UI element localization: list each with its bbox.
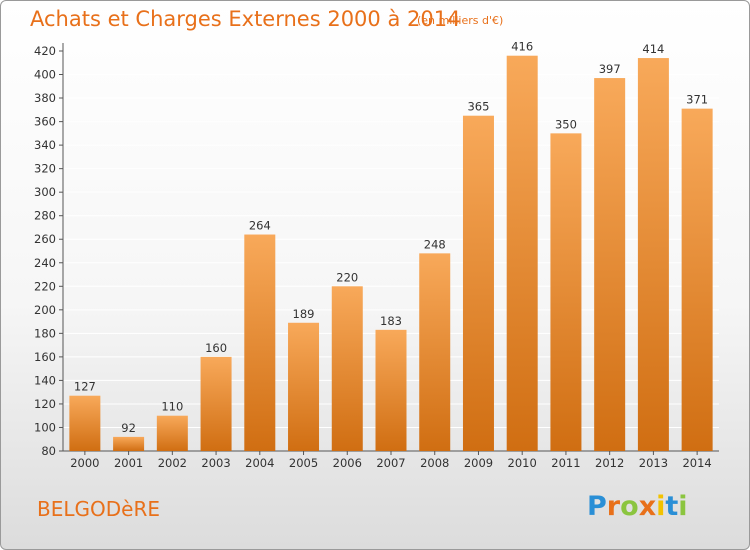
y-tick-label: 240 xyxy=(34,256,56,270)
x-tick-label-2005: 2005 xyxy=(289,456,318,470)
data-label-2001: 92 xyxy=(121,421,136,435)
y-tick-label: 280 xyxy=(34,209,56,223)
data-label-2000: 127 xyxy=(74,380,96,394)
x-tick-label-2010: 2010 xyxy=(508,456,537,470)
y-tick-label: 160 xyxy=(34,350,56,364)
x-tick-label-2006: 2006 xyxy=(333,456,362,470)
data-label-2004: 264 xyxy=(249,219,271,233)
logo-letter: P xyxy=(587,491,607,522)
x-tick-label-2012: 2012 xyxy=(595,456,624,470)
bar-2010 xyxy=(506,55,538,452)
x-tick-label-2008: 2008 xyxy=(420,456,449,470)
x-tick-label-2013: 2013 xyxy=(639,456,668,470)
x-tick-label-2003: 2003 xyxy=(201,456,230,470)
proxiti-logo: Proxiti xyxy=(587,491,688,522)
x-tick-label-2011: 2011 xyxy=(551,456,580,470)
logo-letter: i xyxy=(656,491,666,522)
bar-2014 xyxy=(681,108,713,451)
data-label-2010: 416 xyxy=(511,40,533,54)
bar-2004 xyxy=(244,234,276,451)
bar-2009 xyxy=(462,115,494,452)
logo-letter: r xyxy=(606,491,621,522)
bars xyxy=(69,55,713,452)
y-tick-label: 320 xyxy=(34,162,56,176)
y-tick-label: 180 xyxy=(34,326,56,340)
x-tick-label-2001: 2001 xyxy=(114,456,143,470)
x-tick-label-2007: 2007 xyxy=(376,456,405,470)
y-tick-label: 260 xyxy=(34,232,56,246)
bar-2003 xyxy=(200,356,232,451)
logo-letter: x xyxy=(638,491,657,522)
bar-2001 xyxy=(113,436,145,451)
data-label-2003: 160 xyxy=(205,341,227,355)
data-label-2008: 248 xyxy=(424,237,446,251)
data-label-2011: 350 xyxy=(555,117,577,131)
data-label-2002: 110 xyxy=(161,400,183,414)
x-tick-label-2009: 2009 xyxy=(464,456,493,470)
data-label-2007: 183 xyxy=(380,314,402,328)
bar-2006 xyxy=(331,286,363,451)
logo-letter: o xyxy=(620,491,639,522)
chart-title: Achats et Charges Externes 2000 à 2014 xyxy=(30,7,461,31)
data-label-2006: 220 xyxy=(336,270,358,284)
y-tick-label: 360 xyxy=(34,115,56,129)
y-tick-label: 300 xyxy=(34,185,56,199)
x-tick-label-2002: 2002 xyxy=(158,456,187,470)
y-tick-label: 400 xyxy=(34,68,56,82)
data-label-2009: 365 xyxy=(467,100,489,114)
commune-name: BELGODèRE xyxy=(37,497,160,521)
bar-2007 xyxy=(375,329,407,451)
y-tick-label: 340 xyxy=(34,138,56,152)
bar-2000 xyxy=(69,395,101,451)
y-tick-label: 380 xyxy=(34,91,56,105)
logo-letter: t xyxy=(665,491,679,522)
data-label-2005: 189 xyxy=(293,307,315,321)
y-tick-label: 140 xyxy=(34,373,56,387)
x-tick-label-2014: 2014 xyxy=(682,456,711,470)
data-label-2013: 414 xyxy=(642,42,664,56)
chart-subtitle: (en milliers d'€) xyxy=(417,14,504,27)
bar-2012 xyxy=(594,78,626,451)
data-label-2014: 371 xyxy=(686,93,708,107)
bar-2013 xyxy=(637,58,669,451)
labels: 80 100 120 140 160 180 200 220 240 260 280 300 320 34… xyxy=(34,40,712,470)
x-tick-label-2000: 2000 xyxy=(70,456,99,470)
x-tick-label-2004: 2004 xyxy=(245,456,274,470)
y-tick-label: 80 xyxy=(41,444,56,458)
bar-2005 xyxy=(288,322,320,451)
bar-2011 xyxy=(550,133,582,451)
y-tick-label: 420 xyxy=(34,44,56,58)
data-label-2012: 397 xyxy=(599,62,621,76)
y-tick-label: 200 xyxy=(34,303,56,317)
y-tick-label: 120 xyxy=(34,397,56,411)
logo-letter: i xyxy=(678,491,688,522)
y-tick-label: 220 xyxy=(34,279,56,293)
bar-2002 xyxy=(156,415,188,451)
y-tick-label: 100 xyxy=(34,420,56,434)
bar-2008 xyxy=(419,253,451,451)
